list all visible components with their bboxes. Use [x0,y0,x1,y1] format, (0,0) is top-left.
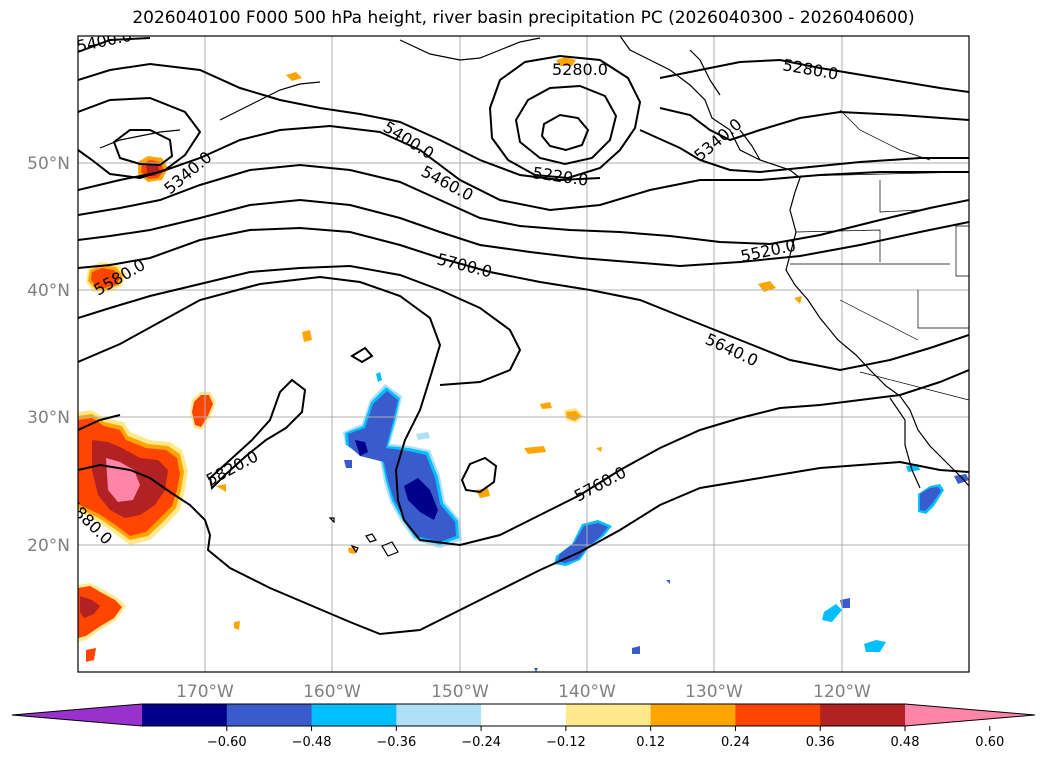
lat-label: 50°N [27,154,70,174]
colorbar-tick-label: 0.48 [891,735,920,750]
contour-5340-loop [78,96,202,180]
colorbar-tick-label: −0.36 [376,735,416,750]
islands [328,517,399,557]
lon-label: 170°W [176,682,234,702]
colorbar-tick-label: 0.12 [636,735,665,750]
graticule [78,36,969,672]
colorbar-tick-label: −0.60 [207,735,247,750]
contour-5340-closed [112,129,174,167]
contour-5280-inner [514,84,618,166]
precip-positive-areas [78,57,802,662]
height-contours [78,37,969,636]
contour-5880-elongated [208,378,307,491]
contour-5760 [78,275,969,547]
precip-negative-areas [343,372,969,672]
longitude-labels: 170°W 160°W 150°W 140°W 130°W 120°W [176,682,871,702]
lat-label: 20°N [27,536,70,556]
colorbar-tick-label: −0.12 [546,735,586,750]
colorbar-segment [481,704,567,726]
contour-5400-east [639,129,969,174]
contour-5820 [78,460,969,636]
contour-5700 [78,264,522,386]
contour-5580 [78,198,969,268]
map-background [78,36,969,672]
colorbar-segment [226,704,313,726]
lon-label: 150°W [431,682,489,702]
contour-5400-center [78,62,601,182]
contour-5640 [78,226,969,372]
colorbar-segment [650,704,736,726]
colorbar-segment [820,704,906,726]
colorbar-outline [11,703,1036,727]
colorbar-segment [311,704,397,726]
colorbar-tick-label: −0.24 [461,735,501,750]
figure-title: 2026040100 F000 500 hPa height, river ba… [132,8,915,28]
contour-label: 5280.0 [552,60,608,79]
contour-5220 [540,113,590,152]
lon-label: 130°W [685,682,743,702]
contour-5520 [78,163,969,246]
colorbar-segment [735,704,821,726]
colorbar-segment [396,704,482,726]
colorbar-tick-label: 0.60 [975,735,1004,750]
lon-label: 140°W [558,682,616,702]
contour-5460 [78,124,969,212]
colorbar-segment [142,704,228,726]
lon-label: 160°W [303,682,361,702]
lon-label: 120°W [813,682,871,702]
latitude-labels: 50°N 40°N 30°N 20°N [27,154,70,556]
contour-5880-small2 [350,346,374,364]
colorbar-extend-low [12,704,142,726]
colorbar-tick-label: 0.36 [806,735,835,750]
contour-5340-east [659,107,969,142]
colorbar-extend-high [905,704,1035,726]
contour-5400-west [78,37,151,53]
colorbar-segment [565,704,652,726]
lat-label: 30°N [27,408,70,428]
colorbar-tick-label: −0.48 [292,735,332,750]
contour-5880-west [78,414,121,431]
contour-5880-small1 [460,456,498,494]
colorbar-tick-label: 0.24 [721,735,750,750]
map-frame [77,35,970,673]
colorbar: −0.60 −0.48 −0.36 −0.24 −0.12 0.12 0.24 0.36 0.4… [11,703,1036,750]
contour-5280-east [659,58,969,93]
lat-label: 40°N [27,281,70,301]
contour-5280-outer [488,54,642,180]
